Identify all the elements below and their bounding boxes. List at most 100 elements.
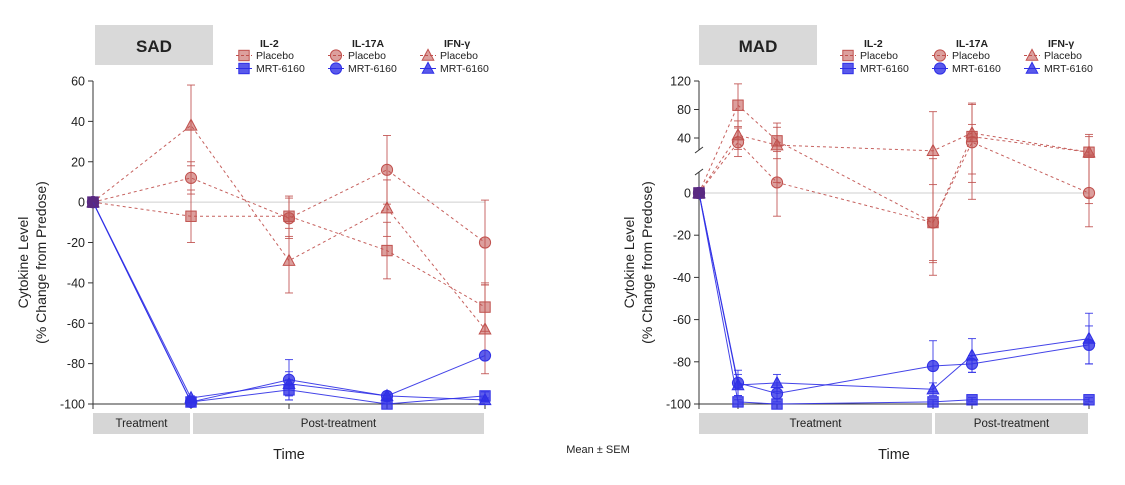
data-point	[478, 392, 492, 406]
phase-label: Post-treatment	[301, 418, 377, 430]
axis-break-mark	[694, 168, 704, 176]
legend-marker	[329, 62, 343, 75]
phase-bar	[935, 413, 1088, 434]
legend: IL-2PlaceboMRT-6160IL-17APlaceboMRT-6160…	[840, 38, 1093, 75]
legend-marker	[421, 48, 435, 61]
data-point	[184, 390, 198, 404]
legend-label: MRT-6160	[256, 63, 305, 75]
data-point	[965, 348, 979, 361]
y-tick-label: -60	[673, 313, 691, 327]
data-point	[731, 377, 745, 391]
legend-label: Placebo	[952, 50, 990, 62]
data-point	[282, 376, 296, 390]
data-point	[381, 244, 393, 257]
data-point	[86, 194, 100, 208]
y-tick-label: -80	[673, 355, 691, 369]
phase-bar	[193, 413, 484, 434]
phase-label: Treatment	[790, 418, 843, 430]
series-line	[698, 141, 1090, 224]
data-point	[380, 388, 394, 402]
y-tick-label: 60	[71, 75, 85, 89]
data-point	[926, 381, 940, 395]
data-point	[282, 253, 296, 266]
legend-marker	[933, 62, 947, 75]
y-axis-subtitle: (% Change from Predose)	[639, 181, 655, 344]
data-point	[732, 396, 744, 408]
chart-title: MAD	[739, 37, 778, 56]
series-ifn-mrt-6160	[86, 194, 492, 406]
y-tick-label: 80	[677, 103, 691, 117]
phase-label: Treatment	[116, 418, 169, 430]
data-point	[927, 396, 939, 408]
series-il-17a-mrt-6160	[692, 186, 1096, 403]
legend-marker	[1025, 61, 1039, 74]
series-line	[698, 104, 1090, 224]
legend-marker	[933, 49, 947, 62]
legend-group-title: IFN-γ	[1048, 38, 1074, 50]
legend-marker	[1025, 48, 1039, 61]
legend-marker	[842, 49, 854, 62]
data-point	[282, 212, 296, 225]
panel-mad: MAD 120 80 40 0 -20 -40 -60 -80 -100 Cytokine Leve…	[621, 25, 1096, 463]
series-il-2-placebo	[693, 83, 1095, 276]
chart-title: SAD	[136, 37, 172, 56]
data-point	[966, 394, 978, 406]
series-line	[698, 192, 1089, 405]
y-tick-label: -40	[673, 271, 691, 285]
data-point	[770, 137, 784, 151]
series-line	[698, 192, 1090, 390]
data-point	[184, 171, 198, 184]
data-point	[1082, 144, 1096, 158]
x-axis-title: Time	[273, 447, 305, 463]
title-banner	[699, 25, 817, 65]
legend-label: Placebo	[1044, 50, 1082, 62]
y-tick-label: -20	[673, 229, 691, 243]
data-point	[380, 200, 394, 214]
y-tick-label: -40	[67, 276, 85, 290]
data-point	[478, 236, 492, 249]
legend-group-title: IL-17A	[956, 38, 989, 50]
y-tick-label: -80	[67, 357, 85, 371]
panel-sad: SAD 60 40 20 0 -20 -40 -60 -80 -100 Cytokine Level…	[15, 25, 492, 463]
y-tick-label: 40	[71, 115, 85, 129]
legend-marker	[421, 61, 435, 74]
data-point	[732, 99, 744, 111]
footnote-mean-sem: Mean ± SEM	[566, 444, 630, 456]
y-tick-label: -100	[666, 398, 691, 412]
legend-group-title: IL-2	[260, 38, 279, 50]
legend-label: MRT-6160	[1044, 63, 1093, 75]
legend-label: Placebo	[440, 50, 478, 62]
data-point	[1083, 394, 1095, 406]
data-point	[478, 349, 492, 362]
y-tick-label: -100	[60, 398, 85, 412]
legend-marker	[238, 62, 250, 75]
y-tick-label: 120	[670, 75, 691, 89]
legend-label: Placebo	[256, 50, 294, 62]
data-point	[926, 143, 940, 157]
data-point	[478, 322, 492, 335]
series-line	[92, 201, 486, 308]
y-axis-title: Cytokine Level	[15, 217, 31, 309]
legend-marker	[329, 49, 343, 62]
legend-marker	[238, 49, 250, 62]
y-tick-label: 40	[677, 132, 691, 146]
legend-label: Placebo	[860, 50, 898, 62]
y-axis-subtitle: (% Change from Predose)	[33, 181, 49, 344]
title-banner	[95, 25, 213, 65]
data-point	[184, 118, 198, 131]
series-ifn-placebo	[86, 84, 492, 375]
data-point	[770, 375, 784, 389]
y-tick-label: 0	[684, 187, 691, 201]
y-axis-title: Cytokine Level	[621, 217, 637, 309]
legend-label: MRT-6160	[440, 63, 489, 75]
phase-bar	[699, 413, 932, 434]
y-tick-label: -60	[67, 317, 85, 331]
series-ifn-mrt-6160	[692, 185, 1096, 397]
data-point	[185, 210, 197, 222]
series-il-2-mrt-6160	[693, 187, 1095, 410]
legend: IL-2PlaceboMRT-6160IL-17APlaceboMRT-6160…	[236, 38, 489, 75]
data-point	[731, 127, 745, 141]
phase-label: Post-treatment	[974, 418, 1050, 430]
data-point	[1082, 331, 1096, 344]
